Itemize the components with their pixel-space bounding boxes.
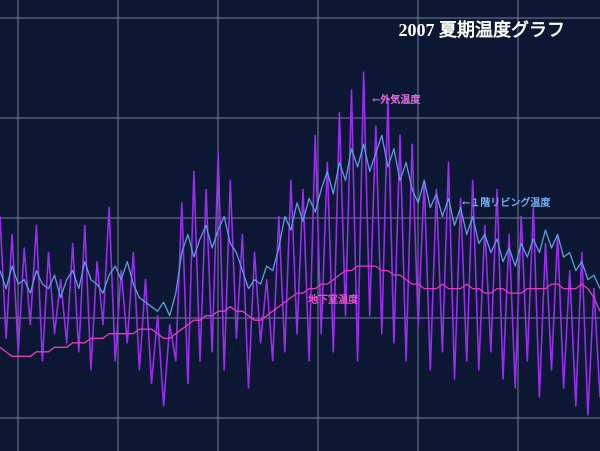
series-line	[0, 265, 600, 357]
annotation: ←外気温度	[372, 93, 421, 106]
series-line	[0, 134, 600, 317]
chart-title: 2007 夏期温度グラフ	[399, 19, 566, 40]
annotation: 地下室温度	[308, 293, 359, 306]
series-group	[0, 71, 600, 416]
annotation: ←１階リビング温度	[462, 196, 551, 209]
series-line	[0, 71, 600, 416]
